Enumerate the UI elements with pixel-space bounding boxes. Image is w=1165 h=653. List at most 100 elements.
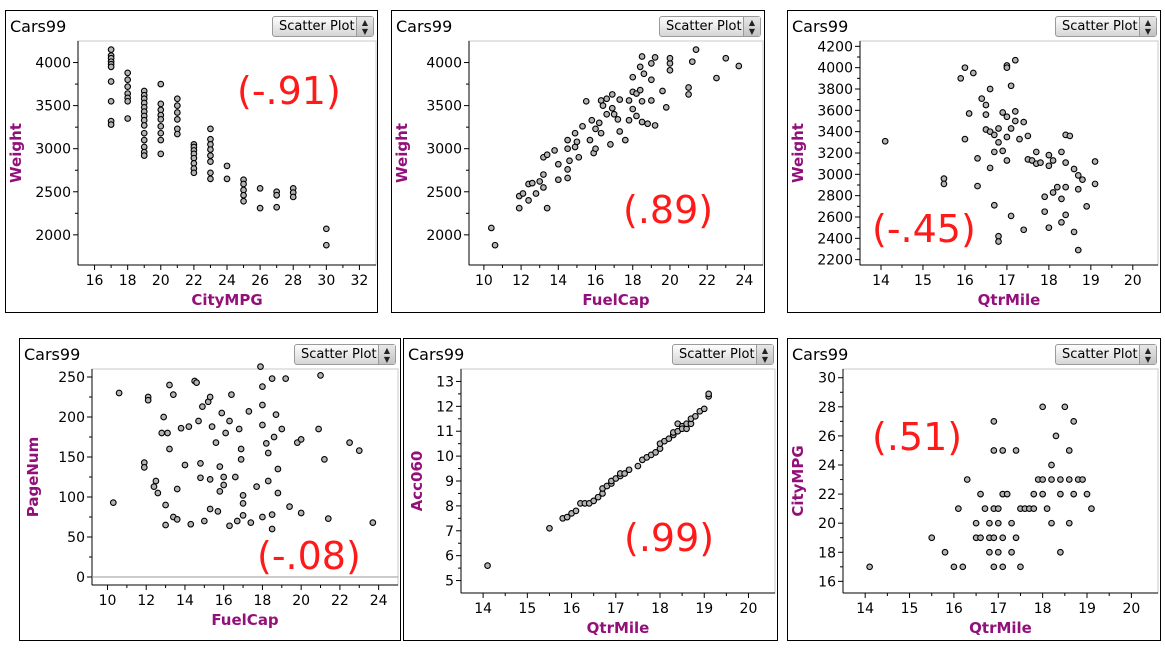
- data-point: [1003, 133, 1011, 141]
- data-point: [256, 204, 264, 212]
- data-point: [274, 489, 282, 497]
- chart-panel-4: Cars99 Scatter Plot ▲ ▼ 10 12 14 16 18 20 22 24 0…: [19, 338, 401, 641]
- data-point: [1052, 432, 1060, 440]
- data-point: [207, 158, 214, 165]
- data-point: [152, 477, 160, 485]
- data-point: [592, 125, 599, 133]
- correlation-annotation: (-.45): [872, 207, 976, 251]
- data-point: [705, 390, 713, 398]
- plot-type-select[interactable]: Scatter Plot ▲ ▼: [672, 344, 774, 365]
- data-point: [239, 512, 247, 519]
- data-point: [1091, 158, 1099, 165]
- plot-type-label: Scatter Plot: [1062, 19, 1138, 34]
- data-point: [199, 403, 206, 410]
- y-tick-label: 250: [58, 370, 85, 386]
- data-point: [1045, 162, 1053, 170]
- data-point: [986, 548, 993, 556]
- data-point: [969, 69, 977, 77]
- data-point: [566, 157, 573, 165]
- data-point: [239, 492, 247, 499]
- data-point: [1057, 490, 1064, 498]
- select-arrows-icon: ▲ ▼: [1139, 345, 1156, 364]
- data-point: [1048, 519, 1055, 527]
- data-point: [1003, 113, 1011, 121]
- data-point: [579, 122, 586, 130]
- data-point: [1049, 157, 1057, 164]
- data-point: [173, 102, 181, 109]
- data-point: [1074, 185, 1082, 193]
- plot-type-select[interactable]: Scatter Plot ▲ ▼: [1055, 16, 1157, 37]
- y-tick-label: 4000: [35, 56, 71, 72]
- data-point: [1070, 228, 1078, 236]
- data-point: [551, 147, 558, 154]
- x-tick-label: 14: [856, 601, 874, 617]
- x-tick-label: 22: [185, 273, 203, 289]
- x-tick-label: 20: [1122, 601, 1140, 617]
- data-point: [1016, 135, 1023, 143]
- dataset-title: Cars99: [396, 17, 453, 36]
- data-point: [982, 111, 990, 118]
- data-point: [268, 525, 276, 533]
- data-point: [1007, 82, 1015, 90]
- plot-type-label: Scatter Plot: [301, 347, 377, 362]
- data-point: [685, 91, 692, 98]
- data-point: [597, 129, 605, 137]
- data-point: [659, 87, 666, 95]
- data-point: [264, 449, 272, 457]
- data-point: [640, 70, 648, 78]
- plot-type-select[interactable]: Scatter Plot ▲ ▼: [294, 344, 396, 365]
- data-point: [990, 201, 998, 209]
- y-tick-label: 2500: [426, 185, 462, 201]
- data-point: [564, 174, 571, 182]
- data-point: [237, 456, 245, 463]
- data-point: [226, 417, 233, 425]
- data-point: [124, 115, 132, 122]
- plot-area: [842, 368, 1159, 594]
- data-point: [625, 97, 633, 104]
- data-point: [1065, 519, 1073, 527]
- data-point: [1083, 202, 1090, 210]
- data-point: [322, 241, 330, 249]
- data-point: [981, 505, 989, 512]
- data-point: [1062, 211, 1070, 219]
- data-point: [990, 148, 998, 156]
- data-point: [484, 562, 491, 569]
- x-axis-label: QtrMile: [587, 619, 650, 637]
- x-tick-label: 19: [1078, 601, 1096, 617]
- plot-type-label: Scatter Plot: [1062, 347, 1138, 362]
- data-point: [226, 522, 233, 530]
- data-point: [540, 171, 547, 178]
- plot-type-label: Scatter Plot: [666, 19, 742, 34]
- data-point: [197, 474, 204, 482]
- data-point: [608, 104, 616, 112]
- x-tick-label: 26: [251, 273, 269, 289]
- data-point: [107, 46, 115, 53]
- data-point: [638, 53, 646, 60]
- data-point: [1030, 490, 1038, 498]
- data-point: [982, 101, 990, 109]
- plot-type-select[interactable]: Scatter Plot ▲ ▼: [1055, 344, 1157, 365]
- data-point: [1039, 476, 1046, 483]
- x-tick-label: 24: [735, 273, 753, 289]
- y-tick-label: 4000: [817, 61, 853, 77]
- data-point: [140, 464, 148, 471]
- data-point: [273, 203, 281, 211]
- data-point: [216, 463, 224, 470]
- data-point: [1049, 189, 1057, 196]
- data-point: [582, 97, 590, 105]
- data-point: [554, 160, 562, 168]
- data-point: [1074, 246, 1082, 254]
- y-tick-label: 20: [818, 516, 836, 532]
- dataset-title: Cars99: [408, 345, 465, 364]
- plot-type-select[interactable]: Scatter Plot ▲ ▼: [659, 16, 761, 37]
- data-point: [107, 97, 115, 105]
- data-point: [216, 488, 224, 495]
- data-point: [532, 190, 540, 197]
- chart-panel-6: Cars99 Scatter Plot ▲ ▼ 14 15 16 17 18 19 20 16 1…: [787, 338, 1161, 641]
- data-point: [181, 461, 189, 469]
- data-point: [218, 409, 226, 417]
- y-tick-label: 3000: [426, 142, 462, 158]
- plot-type-select[interactable]: Scatter Plot ▲ ▼: [272, 16, 374, 37]
- data-point: [1012, 534, 1020, 542]
- data-point: [259, 401, 266, 409]
